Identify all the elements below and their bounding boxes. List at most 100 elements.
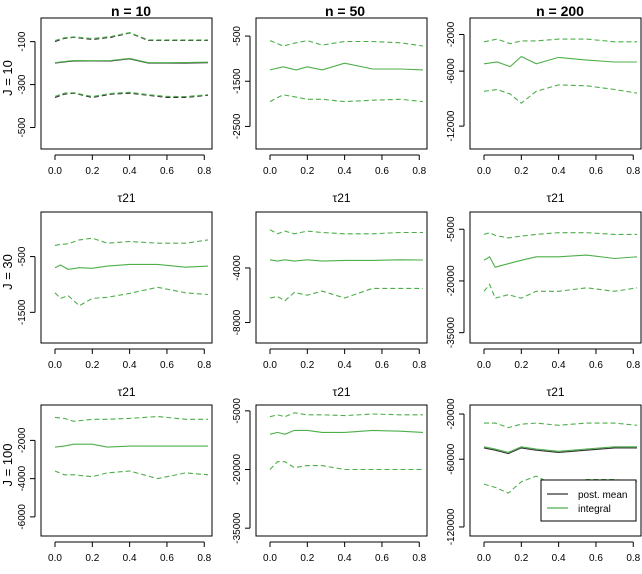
x-tick-label: 0.2 bbox=[85, 166, 99, 177]
plot-frame bbox=[40, 211, 213, 344]
x-tick-label: 0.4 bbox=[552, 360, 566, 371]
y-tick-label: -500 bbox=[232, 26, 243, 46]
series-integral-upper bbox=[269, 229, 423, 235]
x-tick-label: 0.4 bbox=[123, 360, 137, 371]
y-tick-label: -1500 bbox=[17, 299, 28, 325]
x-tick-label: 0.6 bbox=[589, 553, 603, 564]
x-tick-label: 0.4 bbox=[338, 360, 352, 371]
x-tick-label: 0.2 bbox=[514, 553, 528, 564]
plot-frame bbox=[469, 211, 642, 344]
x-tick-label: 0.8 bbox=[412, 166, 426, 177]
x-tick-label: 0.8 bbox=[626, 553, 640, 564]
series-integral-upper bbox=[54, 237, 209, 246]
x-tick-label: 0.2 bbox=[514, 360, 528, 371]
x-tick-label: 0.2 bbox=[514, 166, 528, 177]
series-integral bbox=[269, 62, 424, 71]
x-tick-label: 0.8 bbox=[626, 360, 640, 371]
column-title-n50: n = 50 bbox=[325, 3, 365, 19]
series-integral bbox=[54, 263, 209, 270]
x-tick-label: 0.8 bbox=[197, 166, 211, 177]
x-axis-label: τ21 bbox=[546, 191, 564, 205]
legend-label-post-mean: post. mean bbox=[578, 490, 627, 501]
series-post-mean-upper bbox=[54, 32, 208, 43]
series-integral-lower bbox=[483, 283, 638, 299]
x-tick-label: 0.6 bbox=[160, 553, 174, 564]
y-tick-label: -20000 bbox=[232, 454, 243, 486]
series-integral-lower bbox=[483, 84, 638, 104]
x-tick-label: 0.2 bbox=[300, 166, 314, 177]
series-integral-lower bbox=[54, 91, 209, 98]
series-integral-upper bbox=[269, 412, 423, 418]
legend: post. mean integral bbox=[540, 479, 637, 522]
x-tick-label: 0.0 bbox=[477, 360, 491, 371]
series-integral-upper bbox=[483, 38, 637, 45]
x-tick-label: 0.4 bbox=[338, 553, 352, 564]
x-tick-label: 0.0 bbox=[48, 553, 62, 564]
x-tick-label: 0.6 bbox=[375, 553, 389, 564]
y-tick-label: -2000 bbox=[446, 21, 457, 47]
x-tick-label: 0.6 bbox=[160, 360, 174, 371]
plot-frame bbox=[469, 17, 642, 150]
x-tick-label: 0.0 bbox=[263, 553, 277, 564]
y-tick-label: -500 bbox=[17, 246, 28, 266]
x-tick-label: 0.6 bbox=[375, 360, 389, 371]
y-tick-label: -35000 bbox=[232, 512, 243, 544]
x-tick-label: 0.2 bbox=[85, 360, 99, 371]
series-integral-upper bbox=[484, 422, 638, 429]
y-tick-label: -100 bbox=[17, 31, 28, 51]
x-tick-label: 0.8 bbox=[412, 553, 426, 564]
x-tick-label: 0.8 bbox=[197, 553, 211, 564]
plot-frame bbox=[469, 404, 642, 537]
panel-2-2: 0.0 0.2 0.4 0.6 0.8 τ21 -4000 -8000 bbox=[232, 211, 428, 399]
series-post-mean-lower bbox=[54, 92, 209, 99]
x-tick-label: 0.0 bbox=[263, 166, 277, 177]
x-tick-label: 0.0 bbox=[48, 360, 62, 371]
x-tick-label: 0.4 bbox=[123, 553, 137, 564]
series-integral-upper bbox=[269, 40, 424, 47]
series-integral-lower bbox=[269, 94, 424, 103]
y-tick-label: -500 bbox=[17, 117, 28, 137]
x-tick-label: 0.2 bbox=[300, 553, 314, 564]
panel-2-1: 0.0 0.2 0.4 0.6 0.8 τ21 -500 -1500 bbox=[17, 211, 213, 399]
legend-box bbox=[540, 479, 637, 522]
x-axis-label: τ21 bbox=[332, 191, 350, 205]
x-axis-label: τ21 bbox=[546, 385, 564, 399]
y-tick-label: -2500 bbox=[232, 113, 243, 139]
y-tick-label: -4000 bbox=[232, 255, 243, 281]
y-tick-label: -5000 bbox=[232, 398, 243, 424]
series-integral-upper bbox=[54, 415, 208, 422]
x-axis-label: τ21 bbox=[332, 385, 350, 399]
plot-frame bbox=[40, 17, 213, 150]
x-tick-label: 0.8 bbox=[412, 360, 426, 371]
series-integral bbox=[269, 259, 424, 262]
y-tick-label: -8000 bbox=[232, 309, 243, 335]
plot-frame bbox=[40, 404, 213, 537]
y-tick-label: -2000 bbox=[17, 427, 28, 453]
series-integral-lower bbox=[269, 287, 423, 302]
series-integral bbox=[483, 446, 637, 453]
y-tick-label: -5000 bbox=[446, 216, 457, 242]
series-integral-upper bbox=[483, 232, 637, 239]
x-tick-label: 0.0 bbox=[263, 360, 277, 371]
panel-grid: 0.0 0.2 0.4 0.6 0.8 τ21 -100 -300 -500 0.0 0.2 0.4 0… bbox=[17, 17, 642, 564]
y-tick-label: -6000 bbox=[17, 504, 28, 530]
panel-2-3: 0.0 0.2 0.4 0.6 0.8 τ21 -5000 -20000 -35000 bbox=[446, 211, 642, 399]
x-tick-label: 0.6 bbox=[589, 360, 603, 371]
row-labels: J = 10 J = 30 J = 100 bbox=[0, 60, 15, 486]
series-integral-lower bbox=[269, 461, 423, 471]
y-tick-label: -60000 bbox=[446, 443, 457, 475]
series-post-mean bbox=[483, 447, 637, 455]
y-tick-label: -4000 bbox=[17, 465, 28, 491]
panel-1-1: 0.0 0.2 0.4 0.6 0.8 τ21 -100 -300 -500 bbox=[17, 17, 213, 205]
y-tick-label: -300 bbox=[17, 74, 28, 94]
column-title-n10: n = 10 bbox=[111, 3, 151, 19]
row-label-j30: J = 30 bbox=[0, 254, 15, 290]
series-integral-lower bbox=[54, 286, 209, 307]
series-integral bbox=[483, 55, 637, 68]
x-tick-label: 0.4 bbox=[123, 166, 137, 177]
x-tick-label: 0.0 bbox=[477, 166, 491, 177]
row-label-j10: J = 10 bbox=[0, 60, 15, 96]
